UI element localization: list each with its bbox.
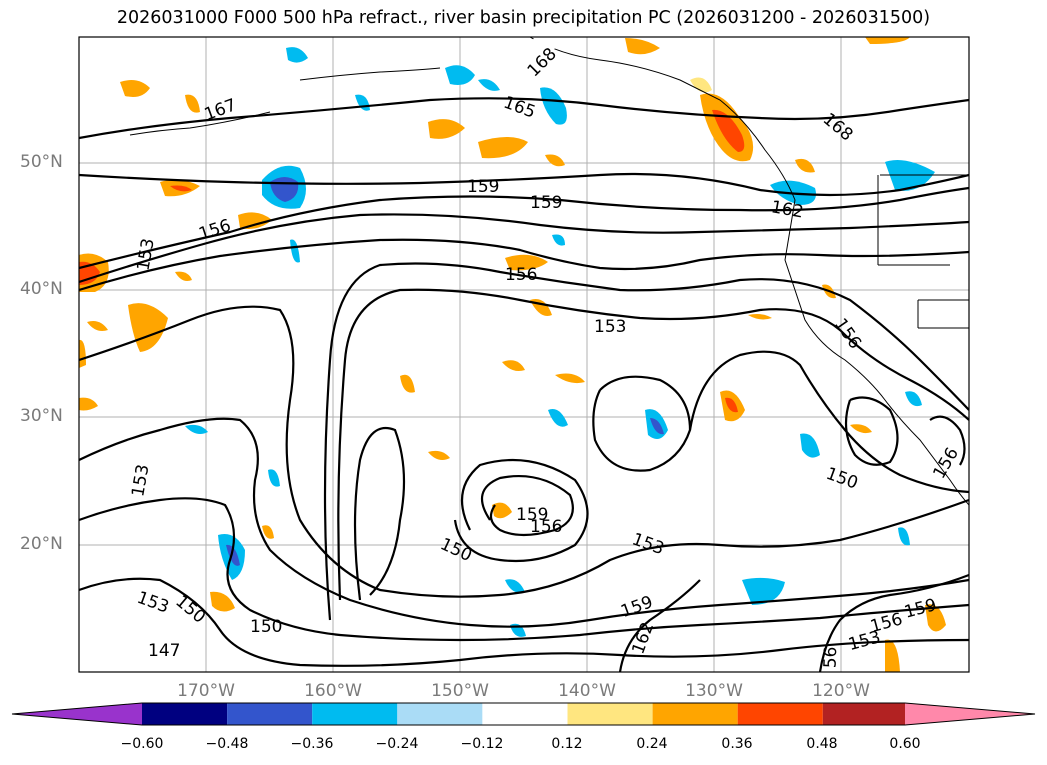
colorbar <box>12 703 1035 725</box>
lat-label-50n: 50°N <box>20 152 63 172</box>
lon-label-160w: 160°W <box>304 681 362 701</box>
colorbar-tick: −0.24 <box>376 736 419 752</box>
colorbar-segment <box>397 703 482 725</box>
lat-label-30n: 30°N <box>20 406 63 426</box>
colorbar-segment <box>482 703 567 725</box>
colorbar-tick: 0.12 <box>551 736 582 752</box>
lon-label-120w: 120°W <box>812 681 870 701</box>
lon-label-130w: 130°W <box>685 681 743 701</box>
contour-label: 156 <box>530 517 562 537</box>
contour-label: 156 <box>505 265 537 285</box>
colorbar-segment <box>227 703 312 725</box>
lon-label-170w: 170°W <box>177 681 235 701</box>
lon-label-140w: 140°W <box>558 681 616 701</box>
colorbar-segment <box>738 703 823 725</box>
colorbar-tick: 0.60 <box>889 736 920 752</box>
colorbar-segment <box>823 703 905 725</box>
colorbar-tick: 0.36 <box>721 736 752 752</box>
contour-label: 159 <box>530 193 562 213</box>
colorbar-segment <box>568 703 653 725</box>
colorbar-tick: −0.12 <box>461 736 504 752</box>
colorbar-tick: 0.24 <box>636 736 667 752</box>
colorbar-tick: −0.48 <box>206 736 249 752</box>
colorbar-tick: −0.36 <box>291 736 334 752</box>
map-canvas: 168 167 165 168 159 159 162 156 153 156 … <box>0 0 1047 765</box>
lat-label-20n: 20°N <box>20 534 63 554</box>
colorbar-tick: 0.48 <box>806 736 837 752</box>
colorbar-segment <box>653 703 738 725</box>
colorbar-extend-high <box>905 703 1035 725</box>
contour-label: 147 <box>148 641 180 661</box>
colorbar-segment <box>142 703 227 725</box>
contour-label: 150 <box>250 617 282 637</box>
lat-label-40n: 40°N <box>20 279 63 299</box>
contour-label: 159 <box>467 177 499 197</box>
colorbar-tick: −0.60 <box>121 736 164 752</box>
colorbar-extend-low <box>12 703 142 725</box>
contour-label: 153 <box>594 317 626 337</box>
contour-label: 56 <box>821 646 842 668</box>
lon-label-150w: 150°W <box>431 681 489 701</box>
colorbar-segment <box>312 703 397 725</box>
